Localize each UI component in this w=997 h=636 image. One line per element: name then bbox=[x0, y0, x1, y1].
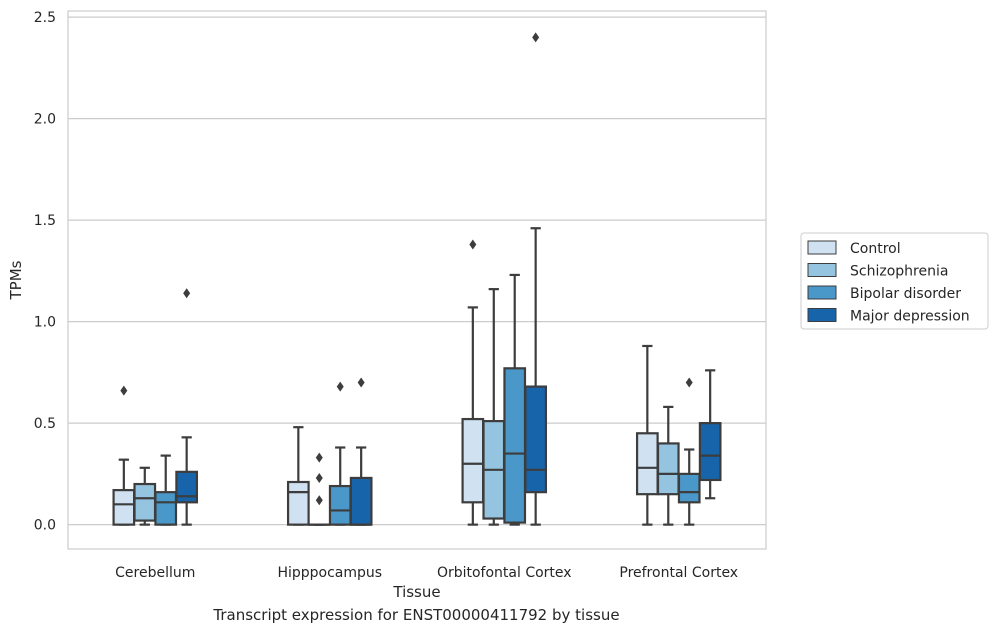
outlier-point bbox=[183, 288, 191, 299]
box-3-1 bbox=[461, 239, 485, 526]
box-body bbox=[503, 367, 527, 524]
y-axis-label: TPMs bbox=[7, 260, 25, 300]
legend-label: Schizophrenia bbox=[850, 264, 948, 280]
outlier-point bbox=[315, 472, 323, 483]
box-2-2 bbox=[307, 452, 331, 526]
box-4-3 bbox=[677, 377, 701, 526]
box-body bbox=[349, 476, 373, 526]
outlier-point bbox=[336, 381, 344, 392]
box-body bbox=[175, 470, 199, 504]
x-tick-label: Orbitofontal Cortex bbox=[437, 565, 572, 581]
box-body bbox=[286, 480, 310, 526]
box-body bbox=[112, 489, 136, 526]
box-1-4 bbox=[175, 288, 199, 526]
x-tick-label: Cerebellum bbox=[115, 565, 195, 581]
outlier-point bbox=[532, 32, 540, 43]
legend-swatch bbox=[807, 308, 837, 322]
legend: Control Schizophrenia Bipolar disorder Majo… bbox=[800, 232, 989, 330]
box-3-2 bbox=[482, 288, 506, 526]
x-axis-label: Tissue bbox=[392, 583, 440, 601]
legend-swatch bbox=[807, 263, 837, 277]
legend-swatch bbox=[807, 285, 837, 300]
y-tick-label: 0.0 bbox=[34, 518, 56, 534]
legend-frame bbox=[800, 232, 989, 330]
x-tick-label: Prefrontal Cortex bbox=[619, 565, 738, 581]
y-tick-labels: 0.0 0.5 1.0 1.5 2.0 2.5 bbox=[34, 10, 56, 534]
box-layer bbox=[112, 32, 722, 526]
box-body bbox=[677, 472, 701, 504]
figure-caption: Transcript expression for ENST0000041179… bbox=[213, 606, 620, 624]
box-body bbox=[328, 484, 352, 526]
box-2-3 bbox=[328, 381, 352, 526]
box-4-2 bbox=[656, 405, 680, 526]
box-body bbox=[656, 442, 680, 496]
box-body bbox=[698, 422, 722, 482]
box-body bbox=[133, 482, 157, 522]
outlier-point bbox=[315, 452, 323, 463]
plot-frame bbox=[67, 10, 767, 550]
box-body bbox=[461, 417, 485, 504]
y-tick-label: 1.5 bbox=[34, 213, 56, 229]
legend-swatch bbox=[807, 240, 837, 255]
box-body bbox=[635, 432, 659, 496]
legend-label: Control bbox=[850, 241, 901, 257]
outlier-point bbox=[469, 239, 477, 250]
outlier-point bbox=[685, 377, 693, 388]
box-3-4 bbox=[524, 32, 548, 526]
box-1-1 bbox=[112, 385, 136, 526]
box-body bbox=[154, 491, 178, 526]
y-tick-label: 0.5 bbox=[34, 416, 56, 432]
legend-label: Major depression bbox=[850, 309, 970, 325]
y-tick-label: 1.0 bbox=[34, 315, 56, 331]
box-4-1 bbox=[635, 344, 659, 526]
y-tick-label: 2.0 bbox=[34, 112, 56, 128]
box-body bbox=[524, 385, 548, 494]
box-1-2 bbox=[133, 466, 157, 526]
outlier-point bbox=[315, 495, 323, 506]
box-4-4 bbox=[698, 369, 722, 500]
y-tick-label: 2.5 bbox=[34, 10, 56, 26]
box-plot-chart: 0.0 0.5 1.0 1.5 2.0 2.5 Cerebellum Hipppocampu… bbox=[7, 10, 989, 601]
x-tick-labels: Cerebellum Hipppocampus Orbitofontal Corte… bbox=[115, 565, 738, 581]
box-1-3 bbox=[154, 454, 178, 526]
box-3-3 bbox=[503, 273, 527, 526]
outlier-point bbox=[120, 385, 128, 396]
x-tick-label: Hipppocampus bbox=[277, 565, 382, 581]
box-2-1 bbox=[286, 426, 310, 526]
box-2-4 bbox=[349, 377, 373, 526]
outlier-point bbox=[357, 377, 365, 388]
legend-label: Bipolar disorder bbox=[850, 286, 961, 302]
